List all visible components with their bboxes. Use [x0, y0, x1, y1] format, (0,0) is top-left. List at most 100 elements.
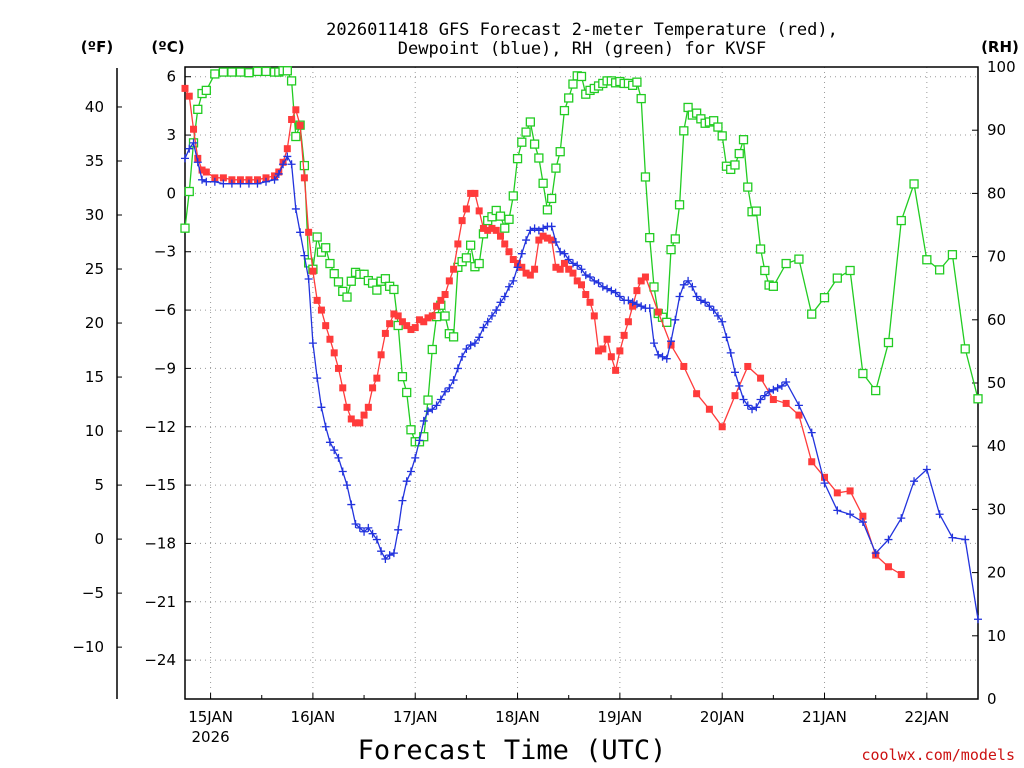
temperature-point: [403, 322, 411, 330]
dewpoint-point: [325, 438, 334, 447]
rh-point: [670, 234, 680, 244]
dewpoint-point: [487, 311, 496, 320]
rh-point: [218, 67, 229, 77]
dewpoint-point: [428, 405, 437, 414]
dewpoint-point: [462, 344, 471, 353]
fahrenheit-tick-label: 30: [85, 206, 104, 224]
dewpoint-point: [513, 263, 522, 272]
dewpoint-point: [743, 401, 752, 410]
temperature-point: [599, 345, 607, 353]
dewpoint-point: [441, 387, 450, 396]
dewpoint-point: [304, 274, 313, 283]
time-tick-label: 22JAN: [904, 708, 949, 726]
celsius-tick-label: 0: [166, 184, 176, 202]
celsius-tick-label: 3: [166, 126, 176, 144]
dewpoint-point: [858, 518, 867, 527]
credit-link[interactable]: coolwx.com/models: [861, 746, 1015, 764]
dewpoint-point: [688, 282, 697, 291]
rh-point: [555, 147, 565, 157]
dewpoint-point: [607, 286, 616, 295]
rh-point: [717, 131, 727, 141]
temperature-point: [185, 92, 193, 100]
x-axis-label: Forecast Time (UTC): [358, 735, 667, 766]
temperature-point: [334, 364, 342, 372]
dewpoint-point: [539, 224, 548, 233]
dewpoint-point: [500, 292, 509, 301]
dewpoint-point: [287, 160, 296, 169]
rh-point: [393, 320, 403, 331]
dewpoint-point: [752, 403, 761, 412]
time-tick-label: 21JAN: [802, 708, 847, 726]
temperature-point: [309, 267, 317, 275]
dewpoint-point: [330, 446, 339, 455]
dewpoint-point: [726, 348, 735, 357]
dewpoint-point: [586, 273, 595, 282]
rh-point: [299, 160, 310, 171]
rh-point: [448, 332, 459, 342]
rh-point: [210, 69, 220, 79]
dewpoint-point: [709, 306, 718, 315]
temperature-point: [386, 320, 394, 328]
dewpoint-point: [343, 481, 352, 490]
rh-point: [645, 232, 655, 243]
dewpoint-point: [334, 453, 343, 462]
dewpoint-point: [568, 259, 577, 268]
rh-point: [819, 293, 830, 303]
rh-point: [883, 337, 894, 348]
dewpoint-point: [360, 527, 369, 536]
temperature-point: [283, 145, 291, 153]
rh-point: [389, 284, 399, 295]
temperature-point: [454, 240, 462, 248]
rh-point: [402, 387, 412, 398]
dewpoint-point: [432, 401, 441, 410]
rh-point: [832, 273, 842, 283]
temperature-point: [548, 236, 556, 244]
fahrenheit-unit-label: (ºF): [81, 38, 113, 56]
dewpoint-point: [756, 395, 765, 404]
temperature-point: [680, 362, 688, 370]
dewpoint-point: [321, 422, 330, 431]
rh-point: [500, 223, 510, 233]
rh-point: [261, 66, 271, 77]
rh-point: [474, 258, 484, 269]
temperature-point: [496, 232, 504, 240]
rh-point: [807, 309, 817, 319]
rh-point: [713, 122, 723, 132]
rh-point: [909, 179, 919, 189]
dewpoint-point: [748, 405, 757, 414]
rh-point: [235, 67, 246, 77]
dewpoint-point: [675, 292, 684, 301]
temperature-point: [518, 263, 526, 271]
fahrenheit-tick-label: 40: [85, 98, 104, 116]
temperature-point: [693, 390, 701, 398]
rh-point: [755, 244, 766, 254]
fahrenheit-tick-label: 5: [94, 476, 104, 494]
dewpoint-point: [291, 204, 300, 213]
rh-point: [632, 77, 642, 87]
dewpoint-point: [458, 352, 467, 361]
dewpoint-point: [611, 288, 620, 297]
dewpoint-point: [415, 436, 424, 445]
dewpoint-point: [560, 249, 569, 258]
temperature-point: [433, 302, 441, 310]
rh-point: [683, 102, 693, 113]
rh-tick-label: 30: [987, 500, 1006, 518]
rh-point: [201, 85, 211, 96]
dewpoint-point: [658, 352, 667, 361]
temperature-point: [526, 271, 534, 279]
celsius-axis: 6 3 0 −3 −6 −9 −12 −15 −18 −21 −24: [144, 68, 191, 669]
rh-point: [397, 372, 408, 382]
temperature-point: [637, 277, 645, 285]
temperature-point: [620, 331, 628, 339]
temperature-point: [475, 207, 483, 215]
dewpoint-point: [522, 236, 531, 245]
dewpoint-point: [820, 479, 829, 488]
temperature-point: [411, 324, 419, 332]
temperature-point: [731, 392, 739, 400]
rh-point: [734, 148, 744, 159]
dewpoint-point: [846, 510, 855, 519]
temperature-point: [616, 347, 624, 355]
rh-point: [534, 153, 544, 163]
rh-tick-label: 20: [987, 564, 1006, 582]
